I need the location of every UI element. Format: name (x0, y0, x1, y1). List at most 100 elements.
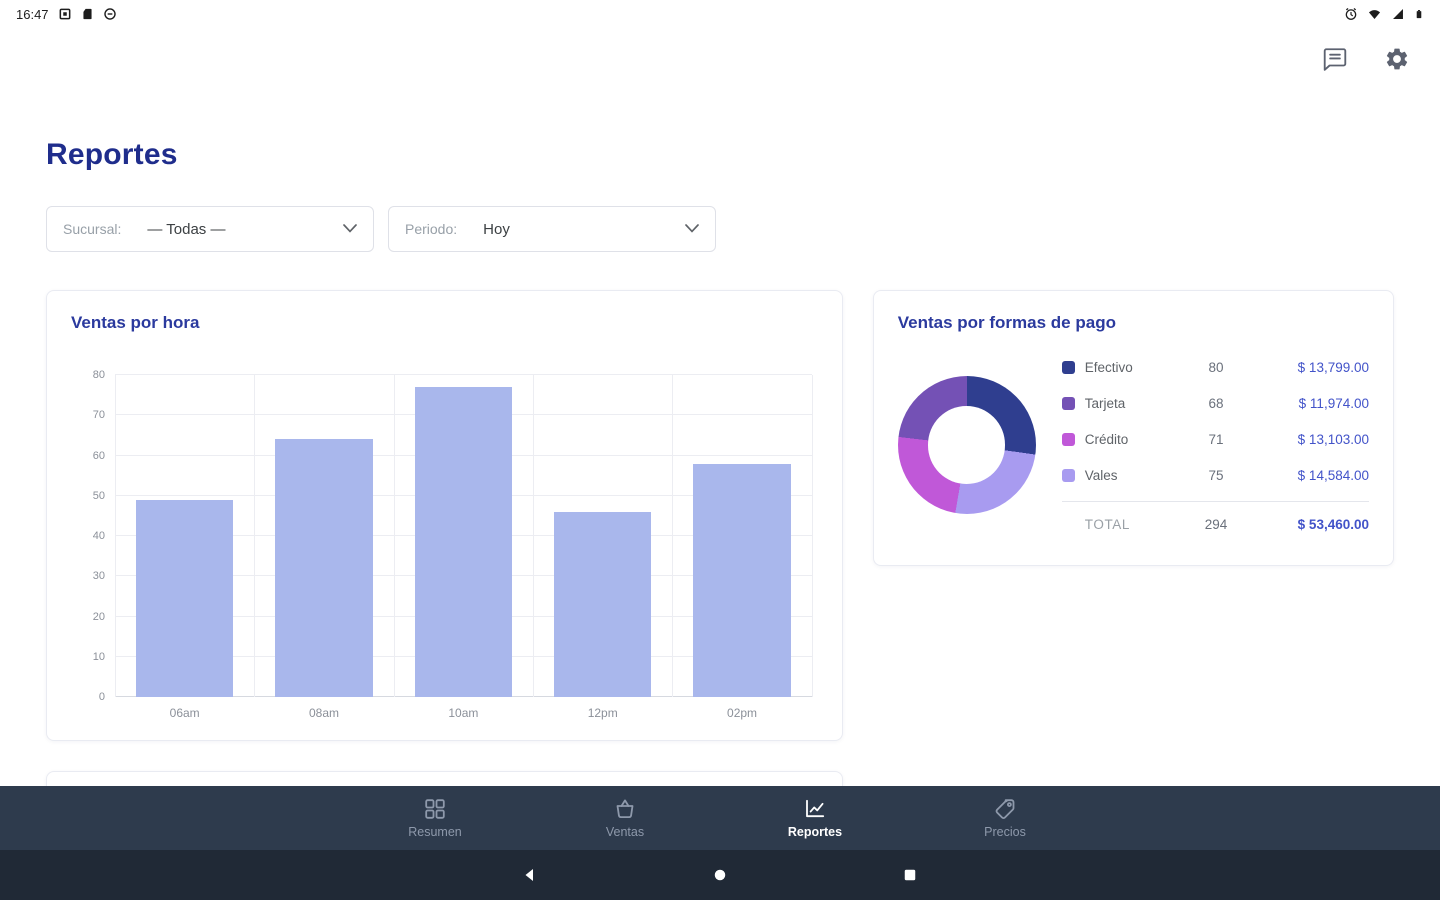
nav-item-ventas[interactable]: Ventas (530, 797, 720, 839)
legend-amount: $ 11,974.00 (1298, 395, 1369, 411)
bar-slot (394, 375, 533, 697)
page-title: Reportes (46, 138, 178, 171)
bar-02pm (693, 463, 791, 697)
legend-count: 75 (1208, 467, 1224, 483)
chart-icon (803, 797, 827, 821)
y-axis-tick: 60 (92, 449, 105, 462)
y-axis-tick: 40 (92, 530, 105, 542)
ventas-por-hora-card: Ventas por hora 0 10 20 30 40 50 60 70 80 06am 08a… (46, 290, 843, 741)
x-axis-tick: 10am (448, 706, 479, 720)
periodo-value: Hoy (483, 220, 510, 238)
total-label: TOTAL (1084, 517, 1131, 532)
status-bar: 16:47 (0, 0, 1440, 28)
y-axis-tick: 10 (92, 650, 105, 663)
tag-icon (993, 797, 1017, 821)
gridline-vertical (672, 375, 674, 697)
bar-slot (672, 375, 811, 697)
legend-count: 68 (1208, 395, 1224, 411)
legend-swatch-icon (1061, 360, 1075, 374)
android-system-bar (0, 850, 1440, 900)
home-circle-icon (711, 866, 729, 884)
x-axis-tick: 08am (309, 706, 340, 720)
x-axis-tick: 12pm (587, 706, 618, 720)
legend-amount: $ 13,799.00 (1297, 359, 1369, 375)
bar-06am (135, 499, 234, 697)
y-axis-tick: 50 (92, 489, 105, 502)
gridline-vertical (254, 375, 256, 697)
x-axis-tick: 02pm (727, 706, 758, 720)
formas-de-pago-card: Ventas por formas de pago Efectivo 80 $ 13… (872, 290, 1394, 566)
chevron-down-icon (343, 220, 357, 238)
feedback-icon (1322, 46, 1348, 72)
legend-amount: $ 13,103.00 (1297, 431, 1369, 447)
legend-row-crédito: Crédito 71 $ 13,103.00 (1061, 421, 1369, 457)
settings-gear-icon (1384, 46, 1410, 72)
legend-swatch-icon (1061, 432, 1075, 446)
nav-item-resumen[interactable]: Resumen (340, 797, 530, 839)
bar-10am (414, 387, 513, 697)
payment-methods-legend: Efectivo 80 $ 13,799.00 Tarjeta 68 $ 11,974.0… (1061, 349, 1369, 541)
bar-08am (275, 439, 373, 697)
legend-name: Crédito (1084, 431, 1129, 447)
legend-swatch-icon (1061, 396, 1075, 410)
wifi-icon (1367, 7, 1382, 21)
legend-name: Efectivo (1084, 359, 1133, 375)
battery-icon (1414, 6, 1424, 22)
sd-card-icon (81, 7, 94, 21)
legend-total-row: TOTAL 294 $ 53,460.00 (1061, 501, 1369, 541)
nav-item-reportes[interactable]: Reportes (720, 797, 910, 839)
back-button[interactable] (517, 862, 543, 888)
donut-chart-title: Ventas por formas de pago (897, 313, 1116, 332)
bar-chart-title: Ventas por hora (71, 313, 200, 332)
payment-methods-donut-chart (897, 376, 1036, 514)
gridline-vertical (393, 375, 395, 697)
legend-row-efectivo: Efectivo 80 $ 13,799.00 (1061, 349, 1369, 385)
bar-slot (254, 375, 393, 697)
y-axis-tick: 30 (92, 570, 105, 583)
gridline-horizontal (115, 374, 812, 375)
total-count: 294 (1204, 517, 1228, 532)
periodo-label: Periodo: (405, 221, 458, 237)
sucursal-filter-select[interactable]: Sucursal: — Todas — (46, 206, 374, 252)
gridline-vertical (811, 375, 813, 697)
legend-name: Tarjeta (1084, 395, 1126, 411)
periodo-filter-select[interactable]: Periodo: Hoy (388, 206, 716, 252)
feedback-button[interactable] (1322, 46, 1348, 72)
bars (115, 375, 812, 697)
nav-label: Reportes (787, 825, 843, 839)
gridline-vertical (533, 375, 535, 697)
cards-row: Ventas por hora 0 10 20 30 40 50 60 70 80 06am 08a… (46, 290, 1394, 817)
legend-row-vales: Vales 75 $ 14,584.00 (1061, 457, 1369, 493)
grid-icon (423, 797, 447, 821)
basket-icon (613, 797, 637, 821)
main-content: Reportes Sucursal: — Todas — Periodo: Ho… (0, 138, 1440, 817)
legend-row-tarjeta: Tarjeta 68 $ 11,974.00 (1061, 385, 1369, 421)
total-amount: $ 53,460.00 (1297, 517, 1369, 532)
bar-slot (115, 375, 254, 697)
chevron-down-icon (685, 220, 699, 238)
legend-amount: $ 14,584.00 (1297, 467, 1369, 483)
y-axis-tick: 70 (92, 409, 105, 422)
legend-count: 80 (1208, 359, 1224, 375)
x-axis: 06am 08am 10am 12pm 02pm (115, 706, 812, 720)
gridline-vertical (115, 375, 116, 697)
legend-name: Vales (1084, 467, 1118, 483)
nav-item-precios[interactable]: Precios (910, 797, 1100, 839)
y-axis-tick: 0 (98, 691, 105, 703)
sucursal-label: Sucursal: (63, 221, 122, 237)
settings-button[interactable] (1384, 46, 1410, 72)
y-axis-tick: 80 (92, 369, 105, 381)
bar-12pm (553, 511, 652, 697)
recents-button[interactable] (897, 862, 923, 888)
y-axis-tick: 20 (92, 610, 105, 623)
recents-square-icon (901, 866, 919, 884)
x-axis-tick: 06am (169, 706, 200, 720)
dnd-circle-icon (103, 7, 117, 21)
bottom-nav: Resumen Ventas Reportes Precios (0, 786, 1440, 850)
home-button[interactable] (707, 862, 733, 888)
status-time: 16:47 (16, 6, 49, 22)
hourly-sales-bar-chart: 0 10 20 30 40 50 60 70 80 06am 08am 10am 12pm 02pm (71, 369, 818, 720)
sucursal-value: — Todas — (147, 220, 226, 238)
signal-icon (1391, 7, 1405, 21)
